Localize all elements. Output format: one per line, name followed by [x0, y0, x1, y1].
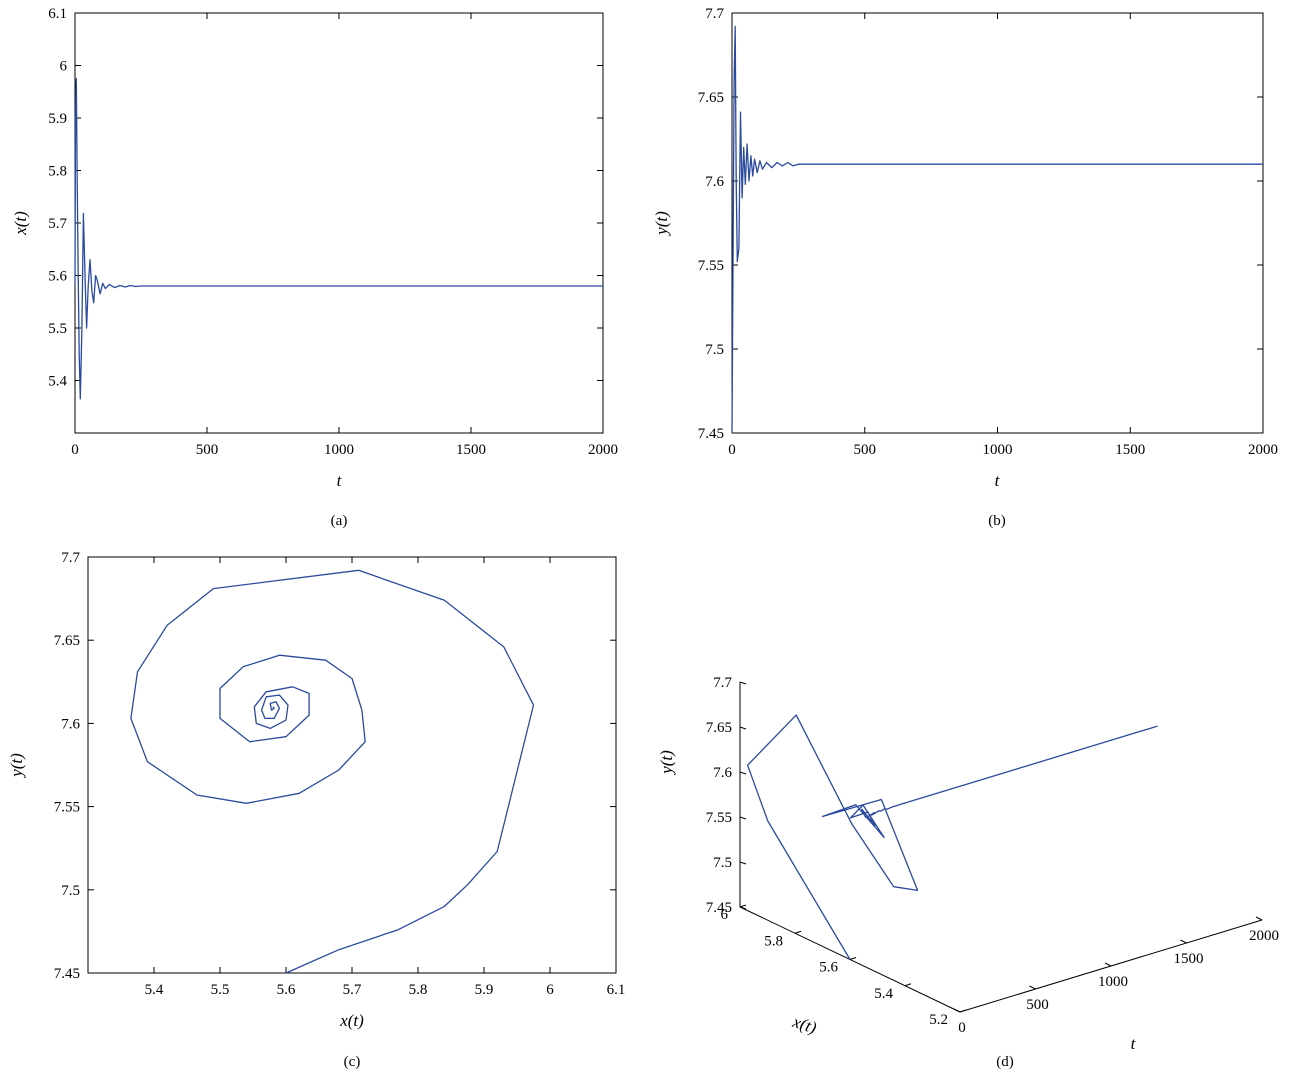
- panel-c-ytick-label-1: 7.5: [61, 883, 80, 899]
- panel-b-ylabel: y(t): [652, 211, 671, 237]
- panel-b-ytick-label-4: 7.65: [698, 90, 724, 106]
- panel-b-xtick-label-4: 2000: [1248, 442, 1278, 458]
- panel-c-ylabel: y(t): [7, 753, 26, 779]
- panel-d-ztick-label-2: 7.55: [706, 810, 732, 826]
- panel-d-ttick-label-0: 0: [958, 1020, 966, 1036]
- panel-d-ztick-label-0: 7.45: [706, 900, 732, 916]
- panel-b-ytick-label-0: 7.45: [698, 426, 724, 442]
- panel-a-xtick-label-1: 500: [196, 442, 219, 458]
- panel-b-ytick-label-1: 7.5: [705, 342, 724, 358]
- panel-a-caption: (a): [331, 513, 348, 529]
- panel-b-frame: [731, 12, 1264, 434]
- panel-b-xtick-label-2: 1000: [983, 442, 1013, 458]
- panel-d-tlabel: t: [1131, 1034, 1137, 1053]
- panel-d-ztick-label-4: 7.65: [706, 720, 732, 736]
- panel-a: 0 500 1000 1500 2000 5.4 5.5 5.6 5.7 5.8 5.9 6 6.1 t…: [11, 6, 618, 529]
- panel-b-series-line: [731, 25, 1263, 434]
- panel-d-xtick-label-3: 5.8: [764, 933, 783, 949]
- panel-c-xtick-label-3: 5.7: [343, 982, 362, 998]
- panel-c-xtick-label-0: 5.4: [145, 982, 164, 998]
- panel-d-ttick-label-4: 2000: [1249, 928, 1279, 944]
- panel-c-xtick-label-4: 5.8: [409, 982, 428, 998]
- panel-a-ytick-label-2: 5.6: [48, 269, 67, 285]
- panel-c-xtick-label-5: 5.9: [475, 982, 494, 998]
- panel-b-caption: (b): [988, 513, 1006, 529]
- panel-a-xtick-label-2: 1000: [324, 442, 354, 458]
- panel-b-xtick-label-0: 0: [728, 442, 736, 458]
- panel-d-ztick-mark-5: [739, 681, 747, 685]
- panel-c: 5.4 5.5 5.6 5.7 5.8 5.9 6 6.1 7.45 7.5 7.55 7.6 7.65…: [7, 550, 625, 1070]
- panel-c-ytick-label-2: 7.55: [54, 800, 80, 816]
- panel-d-ztick-mark-2: [739, 816, 747, 820]
- panel-d-ztick-label-5: 7.7: [713, 675, 732, 691]
- panel-c-xtick-label-2: 5.6: [277, 982, 296, 998]
- panel-a-ticks: 0 500 1000 1500 2000 5.4 5.5 5.6 5.7 5.8 5.9 6 6.1: [48, 6, 618, 458]
- panel-d-xtick-mark-2: [849, 957, 857, 960]
- panel-a-ytick-label-1: 5.5: [48, 321, 67, 337]
- panel-a-xtick-label-3: 1500: [456, 442, 486, 458]
- panel-d-ztick-mark-0: [739, 906, 747, 910]
- panel-b-ticks: 0 500 1000 1500 2000 7.45 7.5 7.55 7.6 7.65 7.7: [698, 6, 1278, 458]
- panel-d-xtick-label-0: 5.2: [929, 1012, 948, 1028]
- panel-a-series-line: [74, 77, 603, 400]
- panel-d-xtick-mark-1: [904, 983, 912, 987]
- panel-c-ticks: 5.4 5.5 5.6 5.7 5.8 5.9 6 6.1 7.45 7.5 7.55 7.6 7.65…: [54, 550, 626, 998]
- panel-d-ztick-mark-3: [739, 771, 747, 775]
- panel-d-ztick-label-3: 7.6: [713, 765, 732, 781]
- panel-c-ytick-label-5: 7.7: [61, 550, 80, 566]
- panel-d-series-line: [746, 714, 1158, 960]
- panel-a-ytick-label-4: 5.8: [48, 164, 67, 180]
- panel-d-ticks: 0 500 1000 1500 2000 5.2 5.4 5.6 5.8 67.45 7.5 7.55…: [706, 675, 1279, 1036]
- panel-d-ttick-mark-3: [1180, 939, 1187, 944]
- panel-a-ytick-label-5: 5.9: [48, 111, 67, 127]
- panel-d-xtick-label-4: 6: [721, 907, 729, 923]
- panel-d-xtick-label-1: 5.4: [874, 986, 893, 1002]
- panel-a-ytick-label-6: 6: [60, 59, 68, 75]
- panel-a-xtick-label-0: 0: [71, 442, 79, 458]
- panel-d-ttick-mark-4: [1255, 916, 1263, 921]
- panel-d-zlabel: y(t): [657, 750, 676, 776]
- panel-a-frame: [74, 12, 604, 434]
- panel-a-ytick-label-3: 5.7: [48, 216, 67, 232]
- panel-c-series-line: [130, 569, 535, 974]
- panel-a-xtick-label-4: 2000: [588, 442, 618, 458]
- panel-d-ztick-mark-4: [739, 726, 747, 730]
- panel-d: 0 500 1000 1500 2000 5.2 5.4 5.6 5.8 67.45 7.5 7.55…: [657, 675, 1279, 1070]
- panel-a-ytick-label-7: 6.1: [48, 6, 67, 22]
- panel-d-ztick-mark-1: [739, 861, 747, 865]
- panel-b-ytick-label-5: 7.7: [705, 6, 724, 22]
- panel-c-ytick-label-0: 7.45: [54, 966, 80, 982]
- panel-c-xtick-label-6: 6: [546, 982, 554, 998]
- panel-a-ylabel: x(t): [11, 211, 30, 236]
- panel-c-frame: [87, 556, 617, 974]
- panel-d-ttick-label-1: 500: [1026, 997, 1049, 1013]
- panel-c-ytick-label-4: 7.65: [54, 633, 80, 649]
- panel-c-xtick-label-7: 6.1: [607, 982, 626, 998]
- panel-d-xtick-label-2: 5.6: [819, 960, 838, 976]
- panel-d-ttick-label-3: 1500: [1174, 951, 1204, 967]
- panel-d-ttick-label-2: 1000: [1098, 974, 1128, 990]
- panel-d-ttick-mark-1: [1029, 985, 1036, 990]
- panel-b-xlabel: t: [995, 471, 1001, 490]
- panel-d-xtick-mark-0: [959, 1009, 967, 1013]
- panel-c-xtick-label-1: 5.5: [211, 982, 230, 998]
- panel-d-ttick-mark-2: [1104, 962, 1112, 967]
- panel-d-xtick-mark-3: [794, 930, 802, 934]
- panel-d-ttick-mark-0: [953, 1008, 961, 1013]
- panel-b-ytick-label-2: 7.55: [698, 258, 724, 274]
- panel-b-xtick-label-3: 1500: [1115, 442, 1145, 458]
- panel-c-caption: (c): [344, 1054, 361, 1070]
- panel-d-xtick-mark-4: [739, 904, 747, 908]
- panel-a-ytick-label-0: 5.4: [48, 374, 67, 390]
- panel-a-xlabel: t: [337, 471, 343, 490]
- panel-d-xlabel: x(t): [790, 1012, 820, 1038]
- panel-d-caption: (d): [996, 1054, 1014, 1070]
- panel-b-ytick-label-3: 7.6: [705, 174, 724, 190]
- panel-c-xlabel: x(t): [339, 1011, 364, 1030]
- panel-d-ztick-label-1: 7.5: [713, 855, 732, 871]
- panel-b-xtick-label-1: 500: [854, 442, 877, 458]
- panel-c-ytick-label-3: 7.6: [61, 716, 80, 732]
